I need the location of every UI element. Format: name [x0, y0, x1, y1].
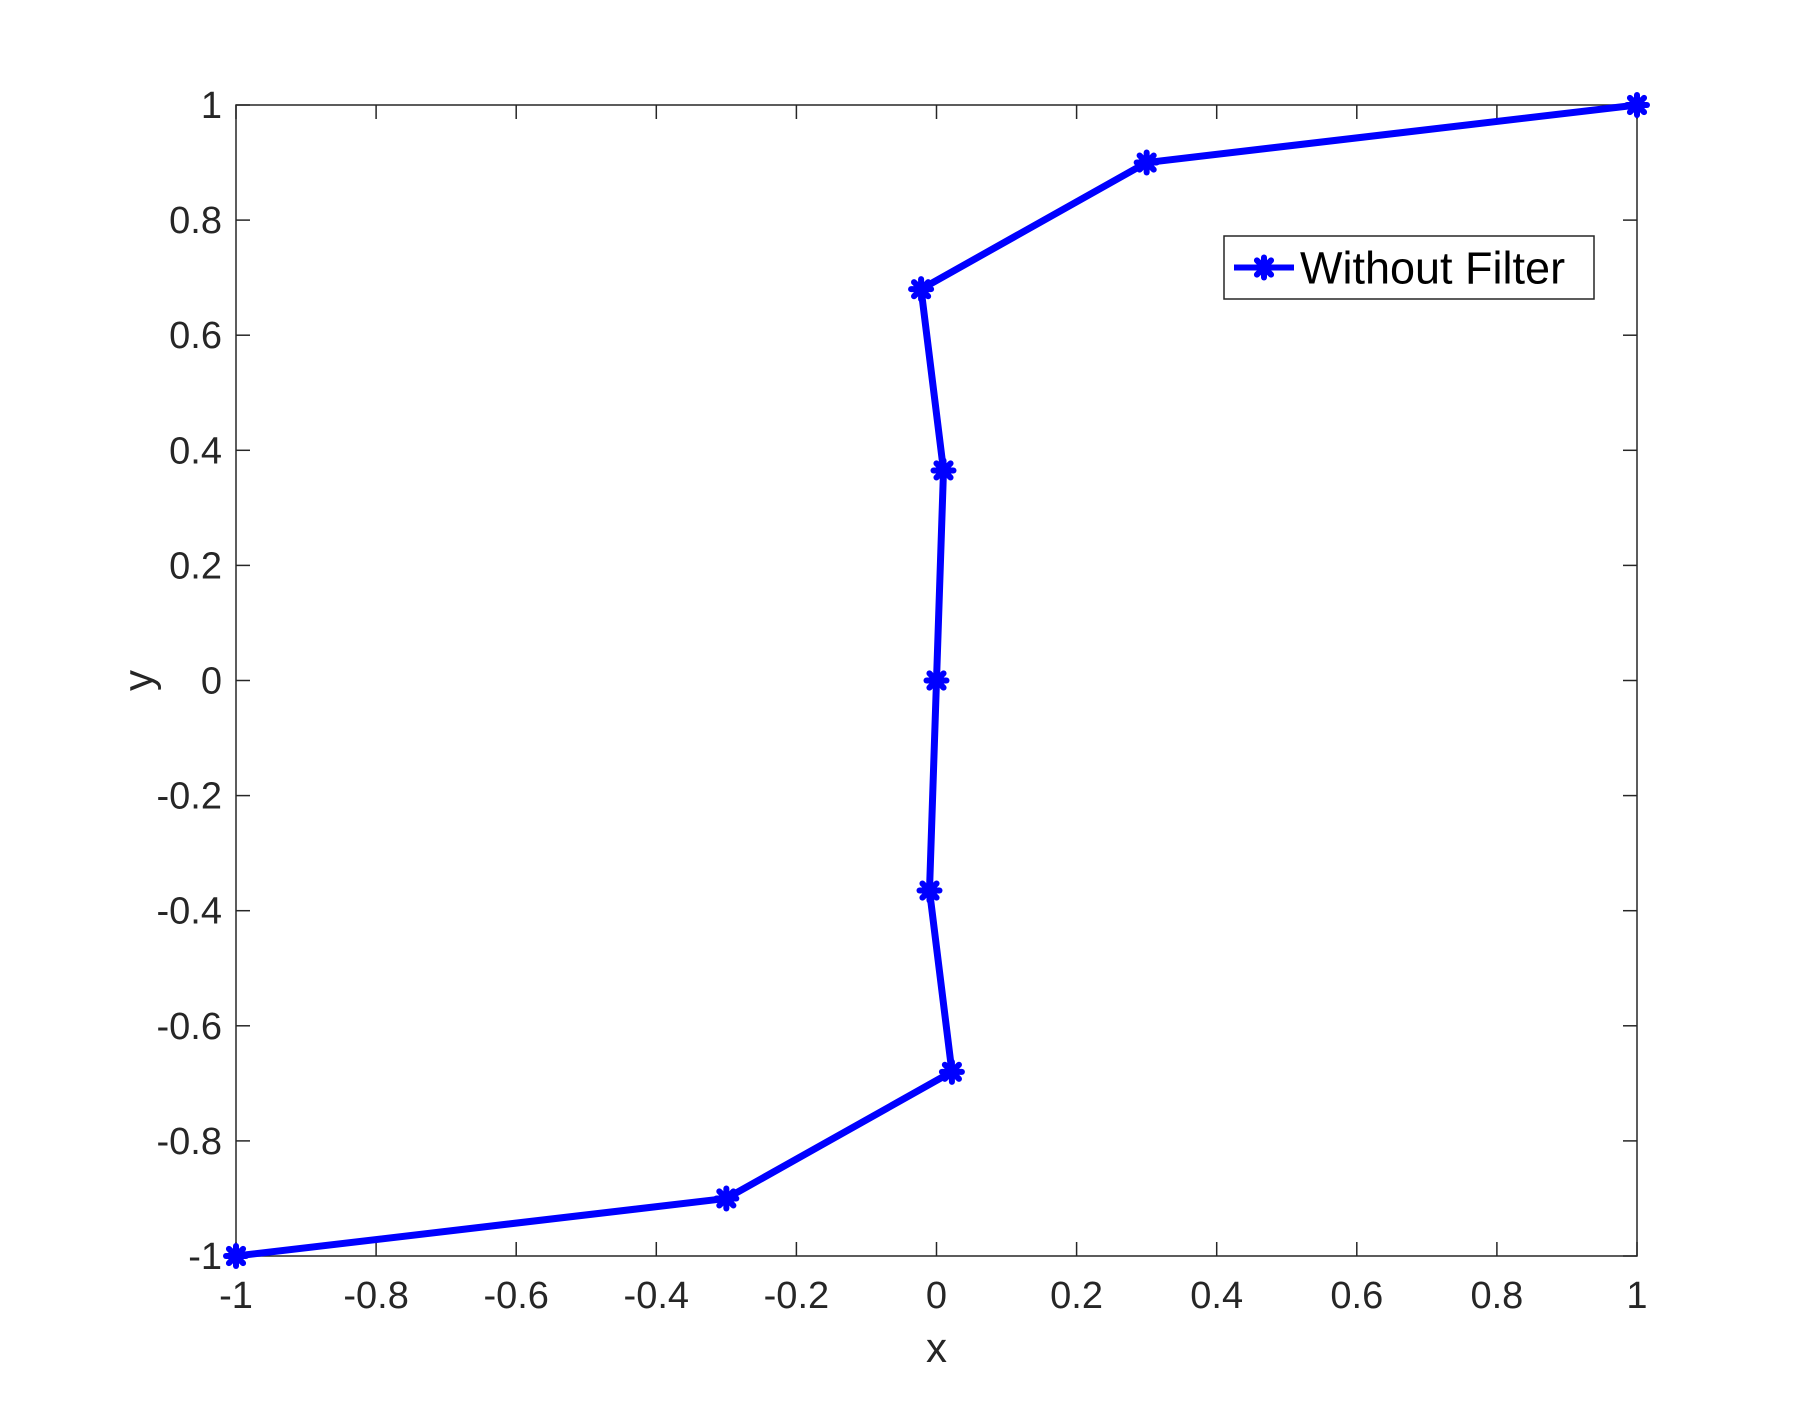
x-tick-label: 0.6: [1330, 1275, 1383, 1317]
y-tick-label: -0.6: [157, 1006, 222, 1048]
legend-marker-star: [1251, 254, 1277, 281]
x-tick-label: -0.6: [483, 1275, 548, 1317]
marker-stroke: [941, 1061, 962, 1082]
axis-ticks: -1 -0.8 -0.6 -0.4 -0.2 0 0.2 0.4 0.6 0.8 1 -1 -0.8 -0…: [157, 85, 1648, 1317]
y-tick-label: 0.2: [169, 545, 222, 587]
marker-stroke: [1253, 257, 1275, 278]
data-point: [923, 667, 950, 694]
x-tick-label: -0.8: [343, 1275, 408, 1317]
y-axis-title: y: [115, 670, 162, 691]
y-tick-label: 0: [201, 661, 222, 703]
y-tick-label: 0.6: [169, 315, 222, 357]
data-point: [1624, 92, 1650, 118]
data-point: [713, 1185, 740, 1212]
x-tick-label: -0.4: [624, 1275, 689, 1317]
y-tick-label: -0.8: [157, 1121, 222, 1163]
data-point: [916, 877, 943, 904]
data-point: [1133, 149, 1160, 176]
y-tick-label: -0.4: [157, 891, 222, 933]
x-tick-label: 0.8: [1470, 1275, 1523, 1317]
marker-stroke: [1136, 152, 1157, 173]
legend-label: Without Filter: [1300, 243, 1565, 294]
data-point: [930, 457, 957, 484]
x-tick-label: -0.2: [764, 1275, 829, 1317]
x-tick-label: 0.2: [1050, 1275, 1103, 1317]
legend: Without Filter: [1223, 235, 1595, 300]
data-point: [908, 276, 935, 303]
y-tick-label: -0.2: [157, 776, 222, 818]
marker-stroke: [911, 279, 932, 300]
marker-stroke: [926, 670, 947, 691]
data-series: [223, 92, 1650, 1269]
x-tick-label: 0.4: [1190, 1275, 1243, 1317]
x-tick-label: 0: [926, 1275, 947, 1317]
marker-stroke: [716, 1188, 737, 1209]
x-axis-title: x: [926, 1324, 947, 1371]
x-tick-label: -1: [219, 1275, 253, 1317]
marker-stroke: [1626, 94, 1648, 116]
legend-marker-sample: [1251, 254, 1277, 281]
marker-stroke: [225, 1245, 247, 1267]
y-tick-label: 0.4: [169, 430, 222, 472]
data-point: [223, 1243, 249, 1269]
marker-stroke: [933, 460, 954, 481]
y-tick-label: 0.8: [169, 200, 222, 242]
x-tick-label: 1: [1626, 1275, 1647, 1317]
y-tick-label: -1: [188, 1236, 222, 1278]
data-point: [938, 1058, 965, 1085]
marker-stroke: [919, 880, 940, 901]
y-tick-label: 1: [201, 85, 222, 127]
